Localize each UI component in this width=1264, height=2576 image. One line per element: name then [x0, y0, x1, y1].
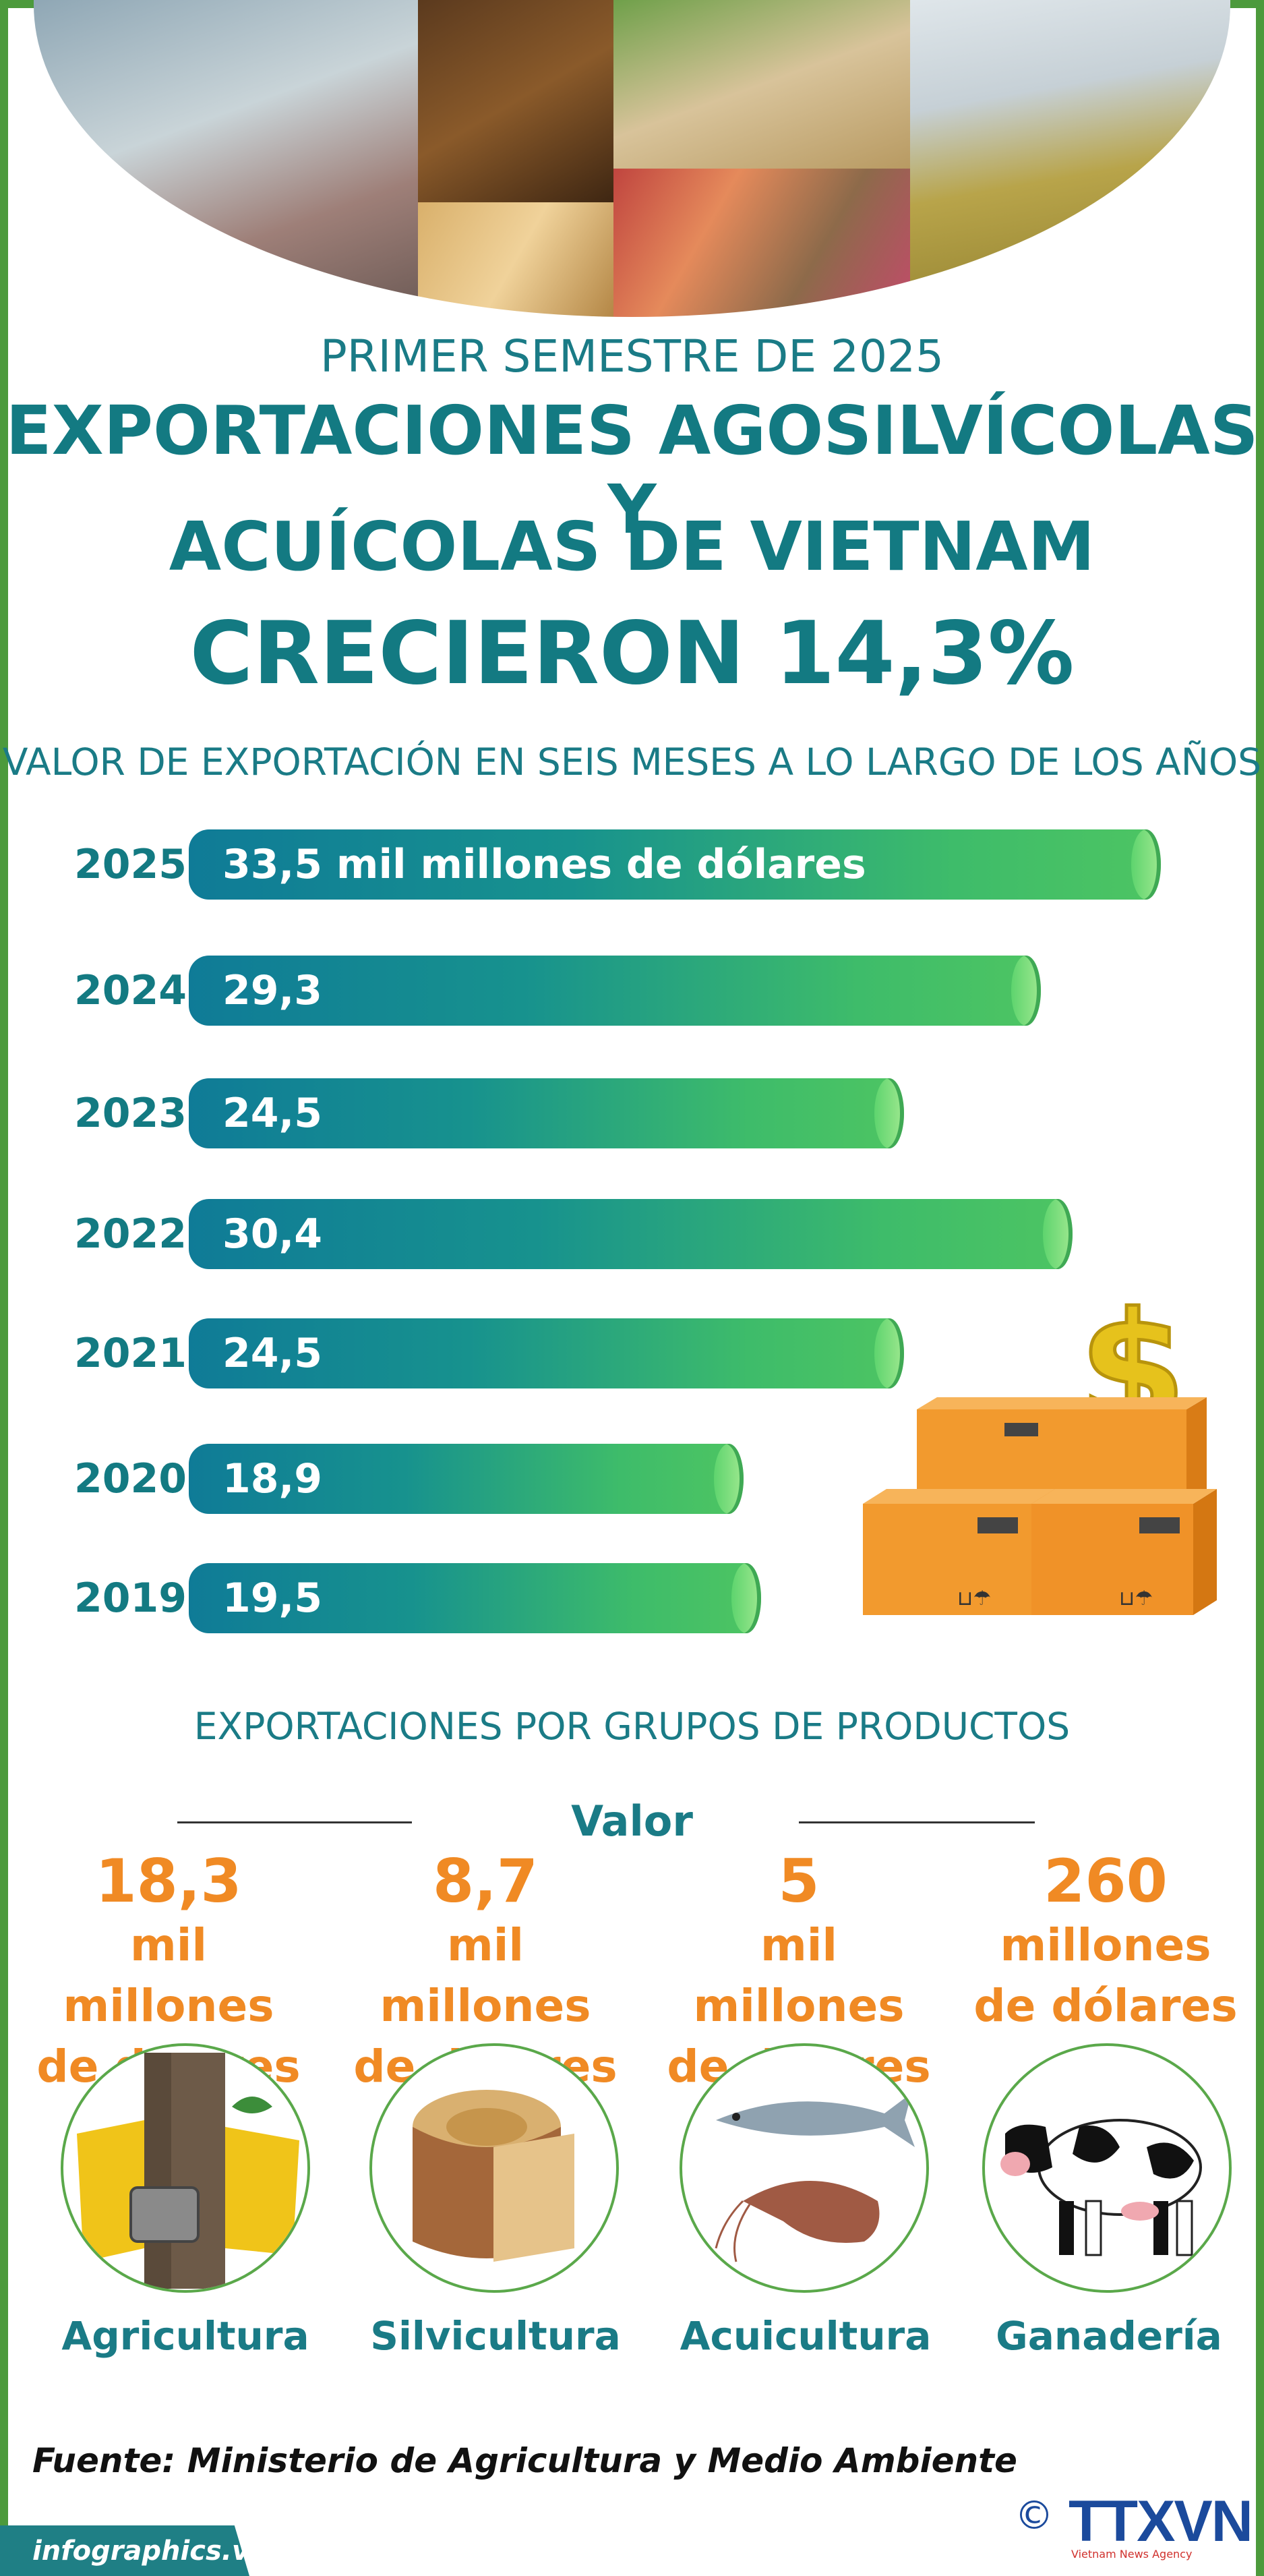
logo-text: TTXVN	[1069, 2489, 1253, 2554]
wood-log-icon	[369, 2043, 619, 2293]
bar-cap	[874, 1318, 904, 1388]
export-value-bar-chart: 2025 33,5 mil millones de dólares 2024 29,3…	[0, 796, 1264, 1659]
wood-planks-photo	[418, 202, 613, 317]
bar-value-label: 29,3	[222, 967, 323, 1014]
year-label: 2021	[74, 1330, 187, 1377]
group-unit-line1: mil millones	[380, 1919, 591, 2032]
year-label: 2020	[74, 1455, 187, 1502]
year-label: 2024	[74, 967, 187, 1014]
bar-2025: 33,5 mil millones de dólares	[189, 829, 1161, 900]
header-photo-collage	[34, 0, 1230, 317]
group-value: 5	[778, 1846, 820, 1916]
value-label: Valor	[571, 1796, 693, 1846]
main-title-line1: EXPORTACIONES AGOSILVÍCOLAS Y	[5, 391, 1259, 549]
bar-2022: 30,4	[189, 1199, 1073, 1269]
bar-value-label: 18,9	[222, 1455, 323, 1502]
fruit-sorting-photo	[613, 169, 910, 317]
bar-value-label: 24,5	[222, 1090, 323, 1137]
bar-value-label: 33,5 mil millones de dólares	[222, 841, 866, 888]
bar-2021: 24,5	[189, 1318, 904, 1388]
cow-icon	[982, 2043, 1232, 2293]
rice-harvester-photo	[910, 0, 1230, 317]
copyright-symbol: ©	[1015, 2492, 1054, 2538]
bar-cap	[1011, 956, 1041, 1026]
year-label: 2022	[74, 1210, 187, 1258]
bar-cap	[1131, 829, 1161, 900]
bar-cap	[731, 1563, 761, 1633]
divider-right	[799, 1821, 1035, 1823]
logo-subtext: Vietnam News Agency	[1071, 2548, 1193, 2560]
group-name-ganaderia: Ganadería	[996, 2313, 1222, 2359]
group-unit-line2: de dólares	[973, 1980, 1238, 2032]
group-name-silvicultura: Silvicultura	[370, 2313, 621, 2359]
source-note: Fuente: Ministerio de Agricultura y Medi…	[32, 2441, 1017, 2480]
cardboard-boxes-dollar-icon: $ ⊔☂ ⊔☂	[863, 1279, 1217, 1615]
group-value: 18,3	[95, 1846, 242, 1916]
bar-cap	[874, 1078, 904, 1148]
rubber-tapping-icon	[61, 2043, 310, 2293]
bar-2024: 29,3	[189, 956, 1041, 1026]
group-unit-line1: mil millones	[693, 1919, 905, 2032]
group-ganaderia-value: 260 millones de dólares	[957, 1848, 1254, 2037]
footer-site[interactable]: infographics.vn	[32, 2536, 269, 2567]
group-name-agricultura: Agricultura	[61, 2313, 309, 2359]
bar-cap	[714, 1444, 744, 1514]
svg-text:⊔☂: ⊔☂	[957, 1587, 991, 1610]
group-unit-line1: millones	[1000, 1919, 1211, 1971]
group-value: 8,7	[433, 1846, 538, 1916]
year-label: 2023	[74, 1090, 187, 1137]
bar-2023: 24,5	[189, 1078, 904, 1148]
year-label: 2019	[74, 1575, 187, 1622]
growth-headline: CRECIERON 14,3%	[189, 604, 1075, 704]
ttxvn-logo: © TTXVN Vietnam News Agency	[1015, 2488, 1253, 2563]
coffee-beans-photo	[418, 0, 613, 202]
bar-value-label: 24,5	[222, 1330, 323, 1377]
fish-processing-photo	[34, 0, 418, 317]
bar-2020: 18,9	[189, 1444, 744, 1514]
period-subtitle: PRIMER SEMESTRE DE 2025	[320, 330, 944, 382]
group-unit-line1: mil millones	[63, 1919, 274, 2032]
bar-value-label: 19,5	[222, 1575, 323, 1622]
bar-2019: 19,5	[189, 1563, 761, 1633]
fish-shrimp-icon	[680, 2043, 929, 2293]
svg-text:⊔☂: ⊔☂	[1119, 1587, 1153, 1610]
divider-left	[177, 1821, 412, 1823]
footer-band	[0, 2525, 249, 2576]
rice-sack-photo	[613, 0, 910, 169]
bar-cap	[1043, 1199, 1073, 1269]
group-name-acuicultura: Acuicultura	[680, 2313, 932, 2359]
year-label: 2025	[74, 841, 187, 888]
main-title-line2: ACUÍCOLAS DE VIETNAM	[169, 507, 1095, 586]
product-groups-title: EXPORTACIONES POR GRUPOS DE PRODUCTOS	[193, 1705, 1071, 1748]
chart-title: VALOR DE EXPORTACIÓN EN SEIS MESES A LO …	[2, 740, 1262, 784]
bar-value-label: 30,4	[222, 1210, 323, 1258]
group-value: 260	[1044, 1846, 1168, 1916]
